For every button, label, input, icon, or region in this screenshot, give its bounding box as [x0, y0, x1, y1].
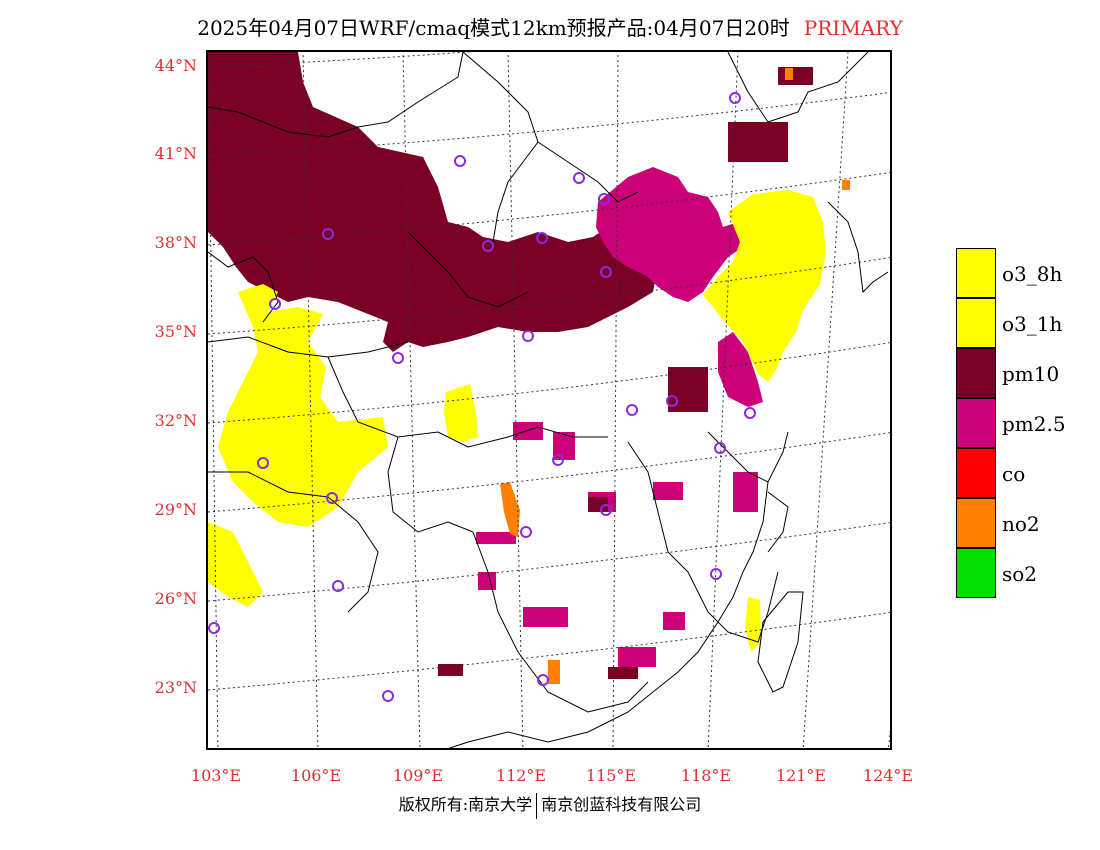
graticule [208, 52, 890, 748]
o3-region-west-edge [208, 522, 263, 607]
legend-label: no2 [1002, 512, 1040, 536]
province-boundaries [208, 52, 889, 748]
lat-label-29: 29°N [154, 500, 197, 519]
o3-region-east [703, 190, 826, 382]
station-markers [208, 92, 756, 702]
lat-label-41: 41°N [154, 144, 197, 163]
pm25-region-east [718, 332, 763, 407]
map-title: 2025年04月07日WRF/cmaq模式12km预报产品:04月07日20时 P… [0, 12, 1100, 41]
copyright-footer: 版权所有:南京大学 南京创蓝科技有限公司 [0, 791, 1100, 819]
pm10-region-north [208, 52, 658, 352]
legend-label: pm10 [1002, 362, 1060, 386]
legend-swatch [956, 448, 996, 498]
map-canvas [208, 52, 890, 748]
title-main: 2025年04月07日WRF/cmaq模式12km预报产品:04月07日20时 [197, 16, 790, 40]
pm25-region [596, 167, 748, 302]
o3-region-central [444, 384, 478, 442]
o3-region-southwest [218, 284, 388, 527]
lon-label-121: 121°E [775, 766, 827, 785]
legend-label: so2 [1002, 562, 1038, 586]
lon-label-112: 112°E [495, 766, 547, 785]
pollutant-patches [438, 67, 813, 679]
footer-left: 版权所有:南京大学 [398, 795, 533, 814]
lat-label-23: 23°N [154, 678, 197, 697]
footer-right: 南京创蓝科技有限公司 [541, 795, 702, 814]
legend-label: o3_8h [1002, 262, 1063, 286]
lon-label-109: 109°E [392, 766, 444, 785]
lon-label-124: 124°E [862, 766, 914, 785]
title-tag: PRIMARY [803, 16, 903, 40]
lat-label-26: 26°N [154, 589, 197, 608]
lat-label-44: 44°N [154, 56, 197, 75]
legend-swatch [956, 498, 996, 548]
o3-region-small [745, 597, 761, 652]
lat-label-38: 38°N [154, 233, 197, 252]
forecast-map [206, 50, 892, 750]
legend-label: o3_1h [1002, 312, 1063, 336]
lon-label-106: 106°E [290, 766, 342, 785]
legend-swatch [956, 548, 996, 598]
legend-label: co [1002, 462, 1026, 486]
legend-swatch [956, 298, 996, 348]
lon-label-103: 103°E [190, 766, 242, 785]
lon-label-118: 118°E [680, 766, 732, 785]
lon-label-115: 115°E [585, 766, 637, 785]
footer-separator [536, 792, 538, 819]
legend-swatch [956, 348, 996, 398]
legend-swatch [956, 248, 996, 298]
lat-label-35: 35°N [154, 322, 197, 341]
lat-label-32: 32°N [154, 411, 197, 430]
legend-label: pm2.5 [1002, 412, 1066, 436]
no2-patches [500, 68, 850, 684]
legend-swatch [956, 398, 996, 448]
